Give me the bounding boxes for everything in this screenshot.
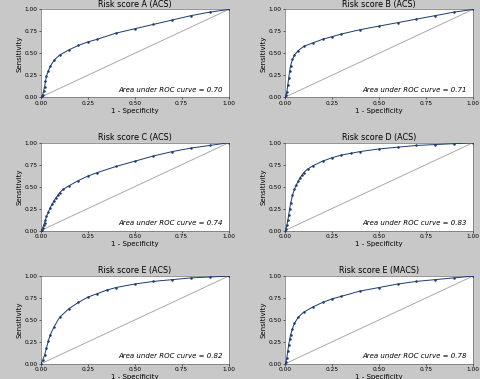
Title: Risk score D (ACS): Risk score D (ACS)	[342, 133, 416, 142]
X-axis label: 1 - Specificity: 1 - Specificity	[355, 108, 403, 114]
Title: Risk score C (ACS): Risk score C (ACS)	[98, 133, 172, 142]
Text: Area under ROC curve = 0.74: Area under ROC curve = 0.74	[119, 220, 223, 226]
Y-axis label: Sensitivity: Sensitivity	[16, 35, 22, 72]
Title: Risk score E (ACS): Risk score E (ACS)	[98, 266, 171, 276]
Text: Area under ROC curve = 0.71: Area under ROC curve = 0.71	[363, 87, 467, 93]
Y-axis label: Sensitivity: Sensitivity	[16, 168, 22, 205]
Text: Area under ROC curve = 0.70: Area under ROC curve = 0.70	[119, 87, 223, 93]
Y-axis label: Sensitivity: Sensitivity	[260, 302, 266, 338]
Text: Area under ROC curve = 0.82: Area under ROC curve = 0.82	[119, 354, 223, 359]
Title: Risk score B (ACS): Risk score B (ACS)	[342, 0, 416, 9]
X-axis label: 1 - Specificity: 1 - Specificity	[111, 241, 158, 247]
X-axis label: 1 - Specificity: 1 - Specificity	[111, 108, 158, 114]
Title: Risk score E (MACS): Risk score E (MACS)	[339, 266, 419, 276]
Text: Area under ROC curve = 0.78: Area under ROC curve = 0.78	[363, 354, 467, 359]
Text: Area under ROC curve = 0.83: Area under ROC curve = 0.83	[363, 220, 467, 226]
Title: Risk score A (ACS): Risk score A (ACS)	[98, 0, 171, 9]
Y-axis label: Sensitivity: Sensitivity	[260, 35, 266, 72]
X-axis label: 1 - Specificity: 1 - Specificity	[355, 241, 403, 247]
X-axis label: 1 - Specificity: 1 - Specificity	[111, 374, 158, 379]
X-axis label: 1 - Specificity: 1 - Specificity	[355, 374, 403, 379]
Y-axis label: Sensitivity: Sensitivity	[260, 168, 266, 205]
Y-axis label: Sensitivity: Sensitivity	[16, 302, 22, 338]
